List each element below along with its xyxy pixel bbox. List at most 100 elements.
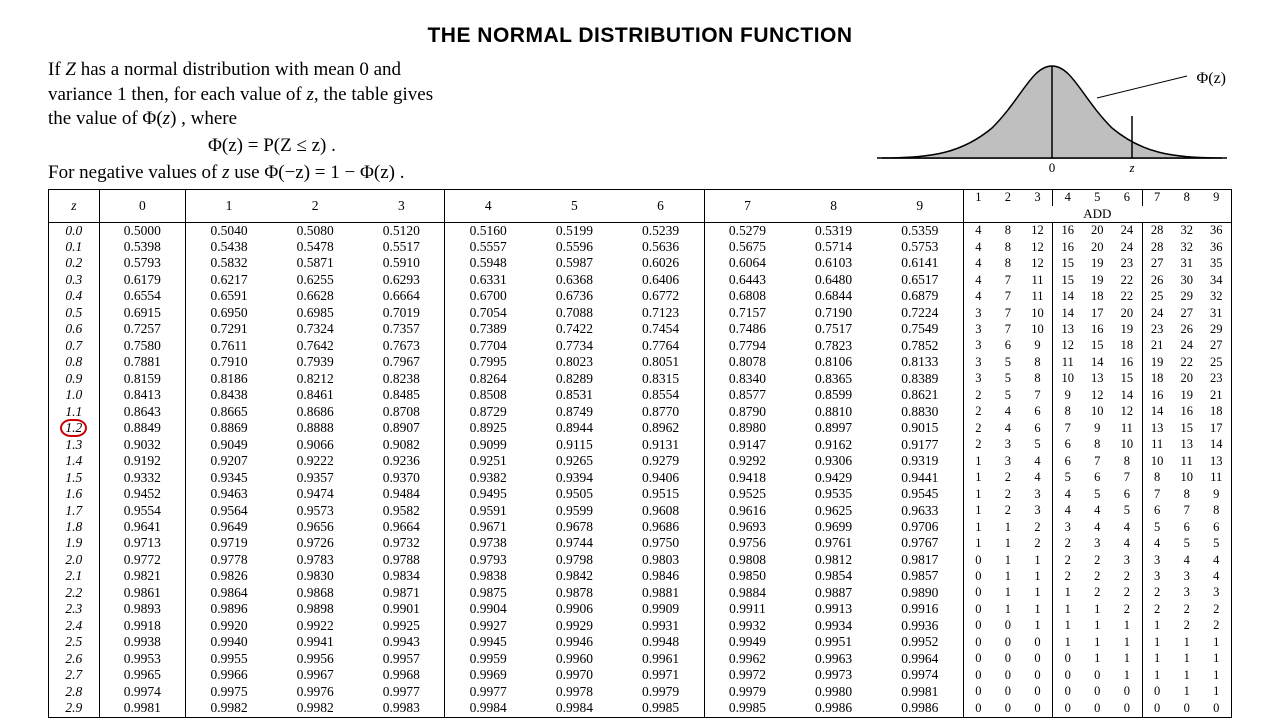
add-cell: 1 bbox=[1142, 634, 1172, 650]
add-cell: 12 bbox=[1023, 255, 1053, 271]
add-cell: 1 bbox=[963, 535, 993, 551]
add-cell: 4 bbox=[1202, 568, 1232, 584]
add-label: ADD bbox=[963, 206, 1231, 222]
value-cell: 0.9977 bbox=[445, 684, 531, 700]
table-row: 0.10.53980.54380.54780.55170.55570.55960… bbox=[49, 239, 1232, 255]
value-cell: 0.9441 bbox=[877, 470, 963, 486]
add-cell: 2 bbox=[1202, 618, 1232, 634]
value-cell: 0.6103 bbox=[790, 255, 876, 271]
value-cell: 0.9554 bbox=[99, 503, 185, 519]
value-cell: 0.9394 bbox=[531, 470, 617, 486]
value-cell: 0.9956 bbox=[272, 651, 358, 667]
value-cell: 0.9977 bbox=[358, 684, 444, 700]
z-cell: 1.3 bbox=[49, 437, 100, 453]
add-cell: 2 bbox=[963, 420, 993, 436]
value-cell: 0.9564 bbox=[186, 503, 272, 519]
value-cell: 0.8186 bbox=[186, 371, 272, 387]
add-cell: 11 bbox=[1142, 437, 1172, 453]
add-cell: 0 bbox=[963, 618, 993, 634]
add-cell: 1 bbox=[1023, 552, 1053, 568]
add-cell: 2 bbox=[963, 404, 993, 420]
intro-z-1: Z bbox=[65, 59, 76, 80]
value-cell: 0.7324 bbox=[272, 321, 358, 337]
value-cell: 0.8531 bbox=[531, 387, 617, 403]
value-cell: 0.9505 bbox=[531, 486, 617, 502]
value-cell: 0.9236 bbox=[358, 453, 444, 469]
add-cell: 3 bbox=[1142, 568, 1172, 584]
add-cell: 1 bbox=[1112, 634, 1142, 650]
value-cell: 0.8315 bbox=[618, 371, 704, 387]
value-cell: 0.9495 bbox=[445, 486, 531, 502]
value-cell: 0.9878 bbox=[531, 585, 617, 601]
add-cell: 2 bbox=[1023, 519, 1053, 535]
value-cell: 0.8708 bbox=[358, 404, 444, 420]
z-cell: 1.1 bbox=[49, 404, 100, 420]
add-cell: 7 bbox=[993, 321, 1023, 337]
table-row: 0.70.75800.76110.76420.76730.77040.77340… bbox=[49, 338, 1232, 354]
table-row: 1.40.91920.92070.92220.92360.92510.92650… bbox=[49, 453, 1232, 469]
value-cell: 0.9881 bbox=[618, 585, 704, 601]
value-cell: 0.9484 bbox=[358, 486, 444, 502]
add-cell: 6 bbox=[1053, 453, 1083, 469]
intro-text-2b: , the table gives bbox=[314, 84, 433, 105]
value-cell: 0.9951 bbox=[790, 634, 876, 650]
add-cell: 2 bbox=[1112, 601, 1142, 617]
value-cell: 0.9066 bbox=[272, 437, 358, 453]
add-header-5: 5 bbox=[1082, 190, 1112, 206]
value-cell: 0.9985 bbox=[618, 700, 704, 717]
add-cell: 3 bbox=[993, 437, 1023, 453]
add-cell: 6 bbox=[1082, 470, 1112, 486]
z-cell: 0.1 bbox=[49, 239, 100, 255]
add-cell: 1 bbox=[1202, 651, 1232, 667]
add-cell: 0 bbox=[963, 568, 993, 584]
add-cell: 0 bbox=[1053, 667, 1083, 683]
value-cell: 0.8389 bbox=[877, 371, 963, 387]
add-cell: 14 bbox=[1053, 288, 1083, 304]
add-cell: 1 bbox=[1053, 634, 1083, 650]
add-cell: 4 bbox=[963, 222, 993, 239]
add-cell: 0 bbox=[1172, 700, 1202, 717]
value-cell: 0.9857 bbox=[877, 568, 963, 584]
value-cell: 0.8238 bbox=[358, 371, 444, 387]
add-cell: 6 bbox=[1023, 420, 1053, 436]
value-cell: 0.7881 bbox=[99, 354, 185, 370]
add-cell: 13 bbox=[1172, 437, 1202, 453]
value-cell: 0.9713 bbox=[99, 535, 185, 551]
value-cell: 0.9625 bbox=[790, 503, 876, 519]
add-cell: 0 bbox=[963, 585, 993, 601]
value-cell: 0.5714 bbox=[790, 239, 876, 255]
add-cell: 5 bbox=[1112, 503, 1142, 519]
value-cell: 0.8686 bbox=[272, 404, 358, 420]
value-cell: 0.9968 bbox=[358, 667, 444, 683]
intro-text-1b: has a normal distribution with mean 0 an… bbox=[76, 59, 401, 80]
intro-z-3: z bbox=[163, 108, 170, 129]
add-cell: 4 bbox=[1023, 453, 1053, 469]
add-cell: 1 bbox=[1082, 634, 1112, 650]
add-cell: 4 bbox=[993, 404, 1023, 420]
value-cell: 0.9821 bbox=[99, 568, 185, 584]
value-cell: 0.6293 bbox=[358, 272, 444, 288]
table-row: 2.80.99740.99750.99760.99770.99770.99780… bbox=[49, 684, 1232, 700]
value-cell: 0.6217 bbox=[186, 272, 272, 288]
add-header-7: 7 bbox=[1142, 190, 1172, 206]
value-cell: 0.7823 bbox=[790, 338, 876, 354]
value-cell: 0.9812 bbox=[790, 552, 876, 568]
add-cell: 16 bbox=[1053, 222, 1083, 239]
add-cell: 13 bbox=[1202, 453, 1232, 469]
value-cell: 0.5557 bbox=[445, 239, 531, 255]
add-cell: 4 bbox=[1053, 503, 1083, 519]
value-cell: 0.9830 bbox=[272, 568, 358, 584]
normal-curve-svg: 0 z bbox=[872, 58, 1232, 178]
z-cell: 0.5 bbox=[49, 305, 100, 321]
z-cell: 0.4 bbox=[49, 288, 100, 304]
value-cell: 0.9901 bbox=[358, 601, 444, 617]
add-cell: 2 bbox=[993, 503, 1023, 519]
table-row: 1.90.97130.97190.97260.97320.97380.97440… bbox=[49, 535, 1232, 551]
add-cell: 6 bbox=[1053, 437, 1083, 453]
add-cell: 2 bbox=[963, 437, 993, 453]
add-cell: 3 bbox=[1142, 552, 1172, 568]
value-cell: 0.6443 bbox=[704, 272, 790, 288]
value-cell: 0.7910 bbox=[186, 354, 272, 370]
add-cell: 3 bbox=[1202, 585, 1232, 601]
value-cell: 0.9984 bbox=[531, 700, 617, 717]
